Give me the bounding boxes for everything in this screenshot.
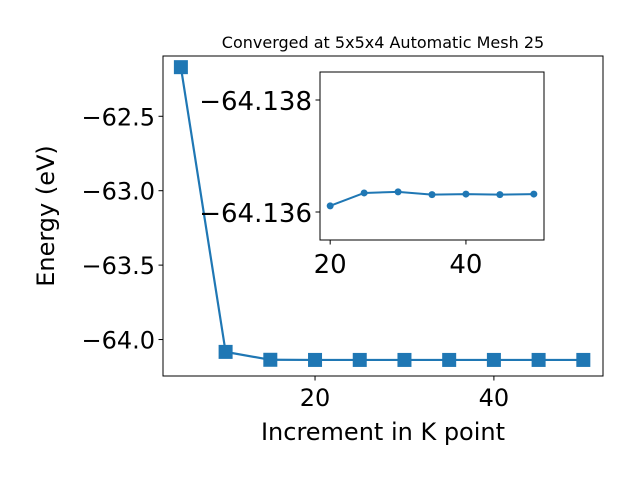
- inset-axes-frame: [319, 71, 545, 241]
- inset-data-point: [496, 191, 504, 199]
- main-y-tick-label: −64.0: [81, 327, 155, 355]
- main-data-point: [486, 352, 501, 367]
- main-data-point: [352, 352, 367, 367]
- inset-data-point: [462, 190, 470, 198]
- main-data-point: [218, 344, 233, 359]
- inset-data-point: [326, 202, 334, 210]
- inset-data-point: [530, 190, 538, 198]
- main-data-point: [531, 352, 546, 367]
- main-x-tick-label: 40: [479, 384, 510, 412]
- main-series-line: [179, 66, 584, 362]
- inset-data-point: [360, 189, 368, 197]
- main-data-point: [308, 352, 323, 367]
- main-data-point: [576, 352, 591, 367]
- main-x-tick-label: 20: [300, 384, 331, 412]
- main-data-point: [442, 352, 457, 367]
- y-axis-label: Energy (eV): [32, 145, 60, 287]
- main-y-tick-label: −63.5: [81, 252, 155, 280]
- main-y-tick-label: −63.0: [81, 178, 155, 206]
- x-axis-label: Increment in K point: [261, 418, 505, 446]
- inset-plot: 20 40 −64.138 −64.136: [199, 71, 545, 280]
- main-y-tick-label: −62.5: [81, 103, 155, 131]
- main-data-point: [173, 60, 188, 75]
- main-data-point: [397, 352, 412, 367]
- chart-title: Converged at 5x5x4 Automatic Mesh 25: [222, 33, 544, 52]
- inset-data-point: [428, 191, 436, 199]
- inset-y-tick-label: −64.138: [199, 87, 312, 117]
- inset-y-tick-label: −64.136: [199, 199, 312, 229]
- main-data-point: [263, 352, 278, 367]
- inset-x-tick-label: 40: [449, 250, 482, 280]
- inset-x-tick-label: 20: [314, 250, 347, 280]
- inset-data-point: [394, 188, 402, 196]
